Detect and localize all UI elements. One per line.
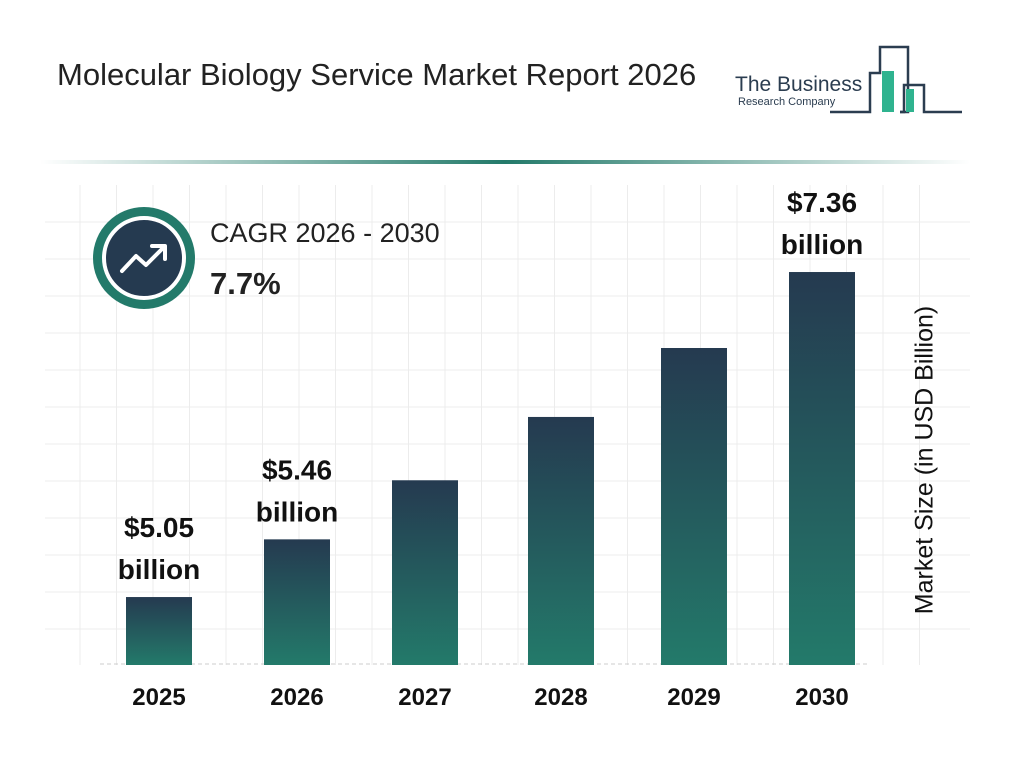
y-axis-label: Market Size (in USD Billion)	[910, 305, 939, 615]
x-tick-label: 2029	[667, 684, 720, 711]
data-label: billion	[118, 554, 200, 585]
x-tick-label: 2026	[270, 684, 323, 711]
data-label: $5.05	[124, 512, 194, 543]
cagr-badge	[93, 207, 195, 309]
data-label: billion	[781, 229, 863, 260]
bar-2027	[392, 480, 458, 665]
cagr-value: 7.7%	[210, 266, 281, 301]
bar-2025	[126, 597, 192, 665]
bar-2026	[264, 539, 330, 665]
bar-2028	[528, 416, 594, 665]
company-logo: The Business Research Company	[730, 45, 965, 117]
trend-up-icon	[120, 244, 167, 273]
divider	[40, 160, 970, 164]
x-tick-label: 2030	[795, 684, 848, 711]
logo-buildings-icon	[830, 45, 962, 114]
data-label: $5.46	[262, 454, 332, 485]
data-label: billion	[256, 496, 338, 527]
logo-name: The Business	[735, 73, 863, 96]
bar-2029	[661, 348, 727, 665]
cagr-label: CAGR 2026 - 2030	[210, 218, 440, 248]
logo-subname: Research Company	[738, 96, 836, 108]
x-tick-label: 2027	[398, 684, 451, 711]
x-tick-label: 2028	[534, 684, 587, 711]
bar-2030	[789, 272, 855, 665]
x-tick-label: 2025	[132, 684, 185, 711]
page-title: Molecular Biology Service Market Report …	[57, 57, 697, 92]
data-label: $7.36	[787, 187, 857, 218]
